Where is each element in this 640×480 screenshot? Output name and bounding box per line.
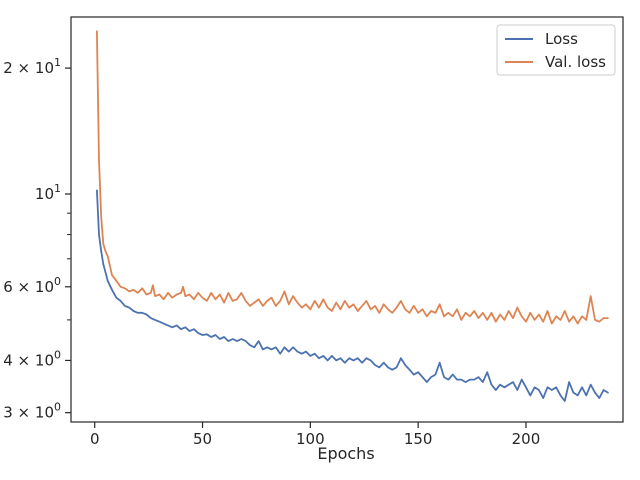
x-axis: 0 50 100 150 200: [90, 422, 540, 448]
legend: Loss Val. loss: [496, 24, 616, 76]
y-tick-label: 4 × 100: [3, 348, 61, 369]
x-tick-label: 200: [512, 430, 541, 448]
y-axis: 3 × 100 4 × 100 6 × 100 101 2 × 101: [3, 56, 71, 422]
y-tick-label: 6 × 100: [3, 275, 61, 296]
y-tick-label: 2 × 101: [3, 56, 61, 77]
x-tick-label: 100: [296, 430, 325, 448]
series-lines: [96, 30, 609, 402]
plot-frame: [70, 16, 624, 423]
y-tick-label: 3 × 100: [3, 401, 61, 422]
x-axis-title: Epochs: [317, 444, 374, 463]
legend-label: Val. loss: [545, 53, 606, 71]
x-tick-label: 0: [90, 430, 100, 448]
y-tick-label: 101: [35, 182, 61, 203]
x-tick-label: 50: [193, 430, 212, 448]
legend-label: Loss: [545, 30, 578, 48]
series-line-val-loss: [96, 30, 609, 325]
series-line-loss: [96, 189, 609, 402]
x-tick-label: 150: [404, 430, 433, 448]
